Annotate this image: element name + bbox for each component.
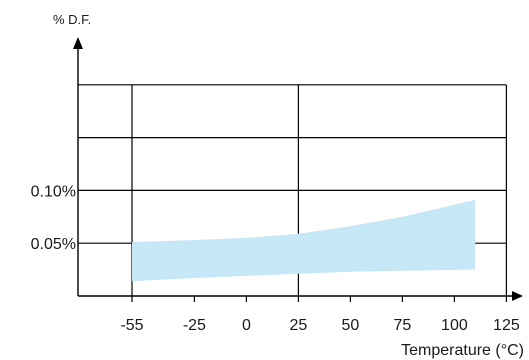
y-axis-arrow-icon xyxy=(73,37,83,49)
y-tick-label-1: 0.10% xyxy=(31,183,76,200)
x-axis-arrow-icon xyxy=(512,291,523,301)
x-tick-label-2: 0 xyxy=(242,317,251,334)
y-tick-labels: 0.05% 0.10% xyxy=(31,183,76,253)
y-tick-label-0: 0.05% xyxy=(31,236,76,253)
x-tick-label-5: 75 xyxy=(394,317,412,334)
x-tick-label-3: 25 xyxy=(290,317,308,334)
df-band-area xyxy=(132,199,476,282)
x-axis-label: Temperature (°C) xyxy=(401,342,524,359)
x-tick-label-0: -55 xyxy=(120,317,143,334)
df-band xyxy=(132,199,476,282)
x-tick-label-7: 125 xyxy=(493,317,520,334)
x-tick-labels: -55 -25 0 25 50 75 100 125 xyxy=(120,317,519,334)
y-axis-label: % D.F. xyxy=(53,12,91,27)
x-tick-label-4: 50 xyxy=(342,317,360,334)
axes xyxy=(73,37,523,302)
x-tick-label-1: -25 xyxy=(183,317,206,334)
x-tick-label-6: 100 xyxy=(441,317,468,334)
